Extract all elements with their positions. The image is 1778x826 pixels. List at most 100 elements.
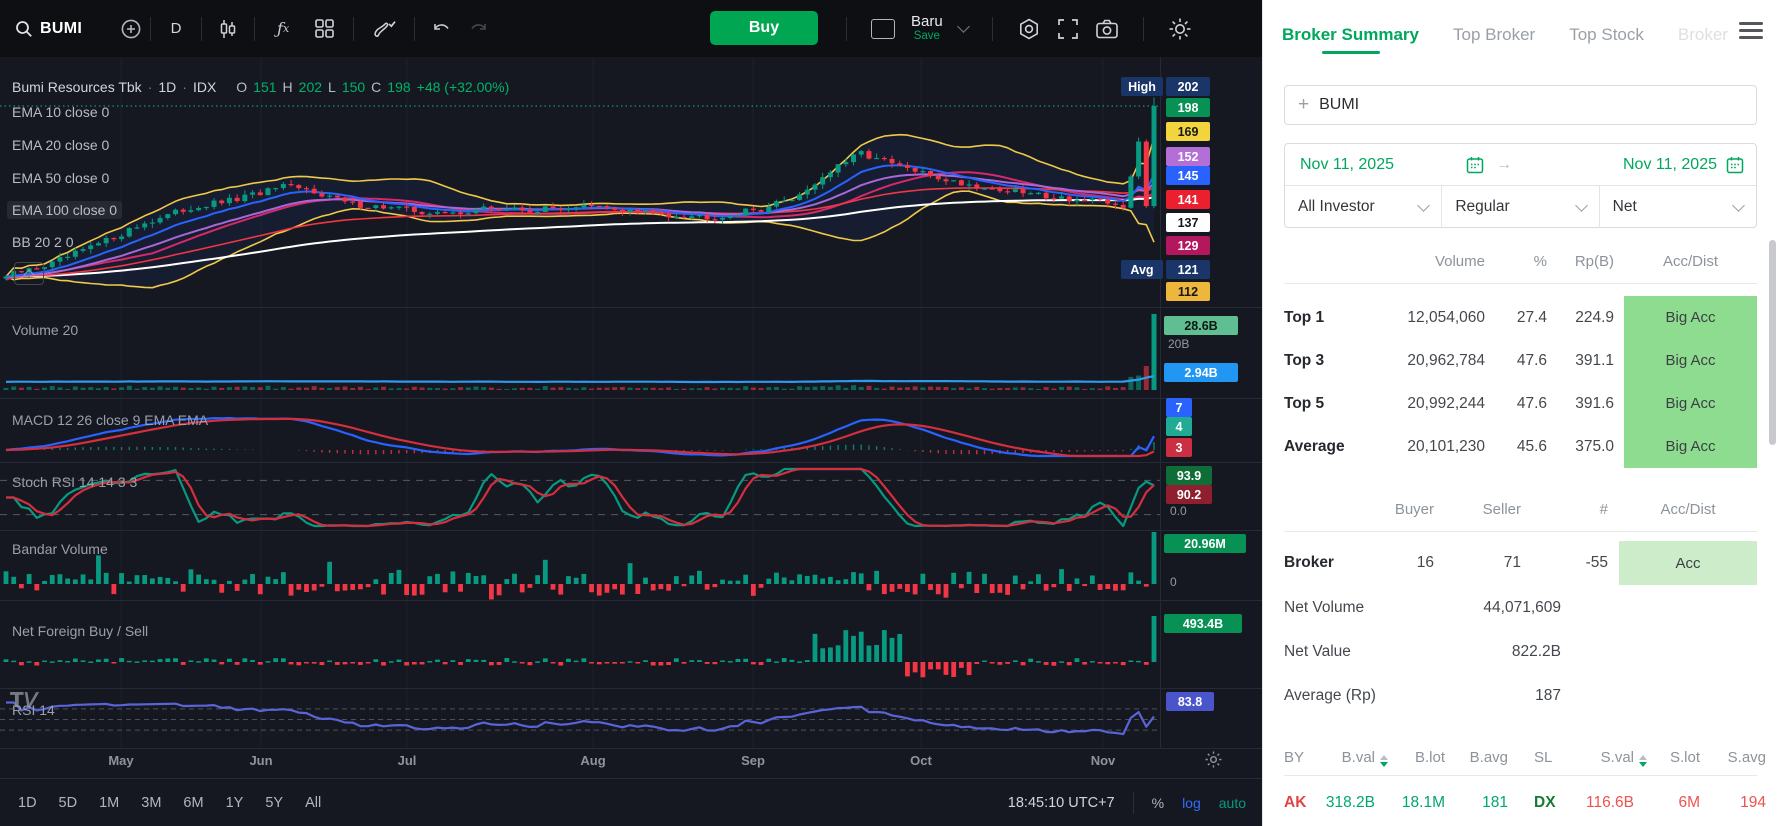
col-slot[interactable]: S.lot [1669,748,1700,766]
divider [1132,792,1134,814]
theme-brightness-icon[interactable] [1168,12,1192,46]
col-bavg[interactable]: B.avg [1469,748,1508,766]
range-button-1d[interactable]: 1D [18,795,37,811]
divider [1284,283,1757,284]
col-percent[interactable]: % [1533,252,1547,270]
search-icon[interactable] [14,12,34,46]
rsi-pane-label[interactable]: RSI 14 [12,702,55,718]
auto-scale-button[interactable]: auto [1218,795,1246,811]
range-button-5d[interactable]: 5D [58,795,78,811]
indicator-ema10[interactable]: EMA 10 close 0 [12,104,110,120]
redo-icon[interactable] [461,12,495,46]
menu-hamburger-icon[interactable] [1739,22,1763,39]
range-button-6m[interactable]: 6M [183,795,204,811]
volume-pane-label[interactable]: Volume 20 [12,322,79,338]
tab-top-broker[interactable]: Top Broker [1453,25,1536,44]
calendar-icon[interactable] [1466,156,1484,174]
indicator-bb[interactable]: BB 20 2 0 [12,234,74,250]
month-label[interactable]: Sep [741,753,765,768]
col-savg[interactable]: S.avg [1727,748,1766,766]
indicator-ema50[interactable]: EMA 50 close 0 [12,170,110,186]
broker-summary-panel: Broker Summary Top Broker Top Stock Brok… [1262,0,1778,826]
table-row-broker-code[interactable]: AK 318.2B 18.1M 181 DX 116.6B 6M 194 [1284,785,1766,821]
tab-broker-truncated[interactable]: Broker [1677,25,1728,44]
candle-style-icon[interactable] [210,12,246,46]
chevron-down-icon[interactable] [956,20,970,33]
range-button-3m[interactable]: 3M [141,795,162,811]
compare-add-icon[interactable] [120,12,142,46]
log-scale-button[interactable]: log [1182,795,1201,811]
bandar-pane-label[interactable]: Bandar Volume [12,541,108,557]
month-label[interactable]: Jun [249,753,273,768]
row-label: Top 3 [1284,351,1325,369]
board-dropdown[interactable]: Regular [1442,186,1600,228]
sort-icon[interactable] [1375,747,1389,767]
open-label: O [236,78,248,95]
range-button-all[interactable]: All [305,795,322,811]
clock-timezone[interactable]: 18:45:10 UTC+7 [1007,795,1115,811]
stock-search-input[interactable]: + BUMI [1284,85,1757,125]
col-rpb[interactable]: Rp(B) [1574,252,1614,270]
axis-badge: 137 [1166,213,1210,232]
range-button-1y[interactable]: 1Y [225,795,244,811]
sort-icon[interactable] [1634,747,1648,767]
month-label[interactable]: May [108,753,134,768]
camera-snapshot-icon[interactable] [1095,12,1119,46]
volume-value: 20,101,230 [1407,437,1485,455]
tradingview-watermark: T𝘝 [10,688,38,712]
month-label[interactable]: Nov [1090,753,1116,768]
stoch-pane-label[interactable]: Stoch RSI 14 14 3 3 [12,474,138,490]
range-button-1m[interactable]: 1M [99,795,120,811]
col-volume[interactable]: Volume [1434,252,1485,270]
mode-dropdown[interactable]: Net [1600,186,1756,228]
range-button-5y[interactable]: 5Y [265,795,284,811]
col-sval[interactable]: S.val [1600,748,1634,766]
collapse-pane-button[interactable] [14,262,44,285]
col-sl[interactable]: SL [1534,748,1553,766]
layout-save-button[interactable]: Baru Save [911,13,943,43]
divider [353,16,355,41]
percent-scale-button[interactable]: % [1151,795,1165,811]
high-label: H [282,78,293,95]
buy-button[interactable]: Buy [710,11,818,45]
col-accdist[interactable]: Acc/Dist [1662,252,1718,270]
col-accdist[interactable]: Acc/Dist [1660,500,1716,518]
save-label: Save [913,30,940,43]
date-from-input[interactable]: Nov 11, 2025 [1300,155,1394,173]
col-blot[interactable]: B.lot [1414,748,1445,766]
month-label[interactable]: Oct [910,753,932,768]
price-chart[interactable] [0,0,1262,826]
divider [254,16,256,41]
board-value: Regular [1455,198,1510,215]
month-label[interactable]: Jul [397,753,417,768]
col-buyer[interactable]: Buyer [1394,500,1434,518]
draw-brush-icon[interactable] [362,12,406,46]
month-label[interactable]: Aug [580,753,606,768]
panel-scrollbar[interactable] [1769,240,1776,445]
investor-type-dropdown[interactable]: All Investor [1285,186,1443,228]
indicator-ema100[interactable]: EMA 100 close 0 [7,201,123,219]
axis-settings-gear-icon[interactable] [1204,750,1223,774]
tab-top-stock[interactable]: Top Stock [1569,25,1644,44]
settings-hexagon-icon[interactable] [1017,12,1041,46]
netforeign-pane-label[interactable]: Net Foreign Buy / Sell [12,623,149,639]
high-value: 202 [298,78,323,95]
undo-icon[interactable] [423,12,461,46]
col-seller[interactable]: Seller [1482,500,1521,518]
layout-grid-icon[interactable] [303,12,345,46]
calendar-icon[interactable] [1726,156,1744,174]
symbol-legend[interactable]: Bumi Resources Tbk · 1D · IDX O 151 H 202 … [12,78,510,95]
indicator-ema20[interactable]: EMA 20 close 0 [12,137,110,153]
panel-toggle-icon[interactable] [871,18,895,39]
symbol-search-button[interactable]: BUMI [40,19,83,37]
col-by[interactable]: BY [1284,748,1305,766]
tab-broker-summary[interactable]: Broker Summary [1282,25,1420,44]
col-count[interactable]: # [1599,500,1608,518]
chart-bottom-toolbar: 1D 5D 1M 3M 6M 1Y 5Y All 18:45:10 UTC+7 % log a… [0,778,1262,826]
macd-pane-label[interactable]: MACD 12 26 close 9 EMA EMA [12,412,209,428]
interval-button[interactable]: D [170,20,182,37]
col-bval[interactable]: B.val [1341,748,1375,766]
fullscreen-icon[interactable] [1057,12,1079,46]
date-to-input[interactable]: Nov 11, 2025 [1623,155,1717,173]
